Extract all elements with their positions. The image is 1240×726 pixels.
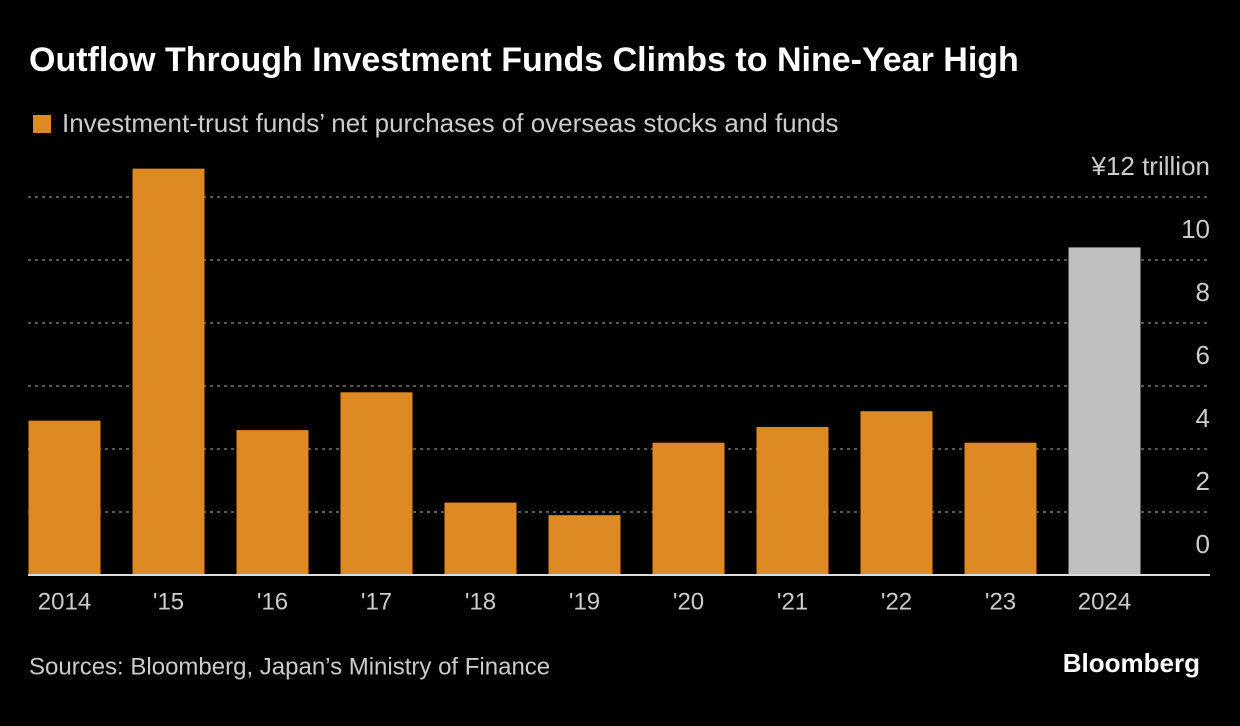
- y-tick-label: 10: [1181, 214, 1210, 244]
- bar: [964, 442, 1037, 575]
- x-tick-label: '21: [777, 588, 808, 615]
- x-tick-label: '22: [881, 588, 912, 615]
- x-tick-label: '19: [569, 588, 600, 615]
- y-tick-label: 2: [1196, 466, 1210, 496]
- x-tick-label: '20: [673, 588, 704, 615]
- y-tick-label: 0: [1196, 529, 1210, 559]
- bar: [652, 442, 725, 575]
- x-tick-label: '23: [985, 588, 1016, 615]
- x-tick-label: '18: [465, 588, 496, 615]
- bar: [444, 502, 517, 575]
- y-tick-label: ¥12 trillion: [1090, 151, 1210, 181]
- bar: [756, 426, 829, 575]
- y-tick-label: 8: [1196, 277, 1210, 307]
- bar: [548, 515, 621, 575]
- bar: [132, 168, 205, 575]
- x-tick-label: 2014: [38, 588, 91, 615]
- bar: [860, 411, 933, 575]
- source: Sources: Bloomberg, Japan’s Ministry of …: [29, 653, 550, 680]
- chart-title: Outflow Through Investment Funds Climbs …: [29, 41, 1019, 79]
- brand: Bloomberg: [1063, 648, 1200, 678]
- bar: [1068, 247, 1141, 575]
- bar: [340, 392, 413, 575]
- bar: [236, 430, 309, 575]
- bar: [28, 420, 101, 575]
- x-tick-label: '15: [153, 588, 184, 615]
- y-tick-label: 4: [1196, 403, 1210, 433]
- legend-label: Investment-trust funds’ net purchases of…: [62, 108, 839, 138]
- y-tick-label: 6: [1196, 340, 1210, 370]
- x-tick-label: '17: [361, 588, 392, 615]
- x-tick-label: '16: [257, 588, 288, 615]
- legend-swatch: [33, 115, 51, 133]
- x-tick-label: 2024: [1078, 588, 1131, 615]
